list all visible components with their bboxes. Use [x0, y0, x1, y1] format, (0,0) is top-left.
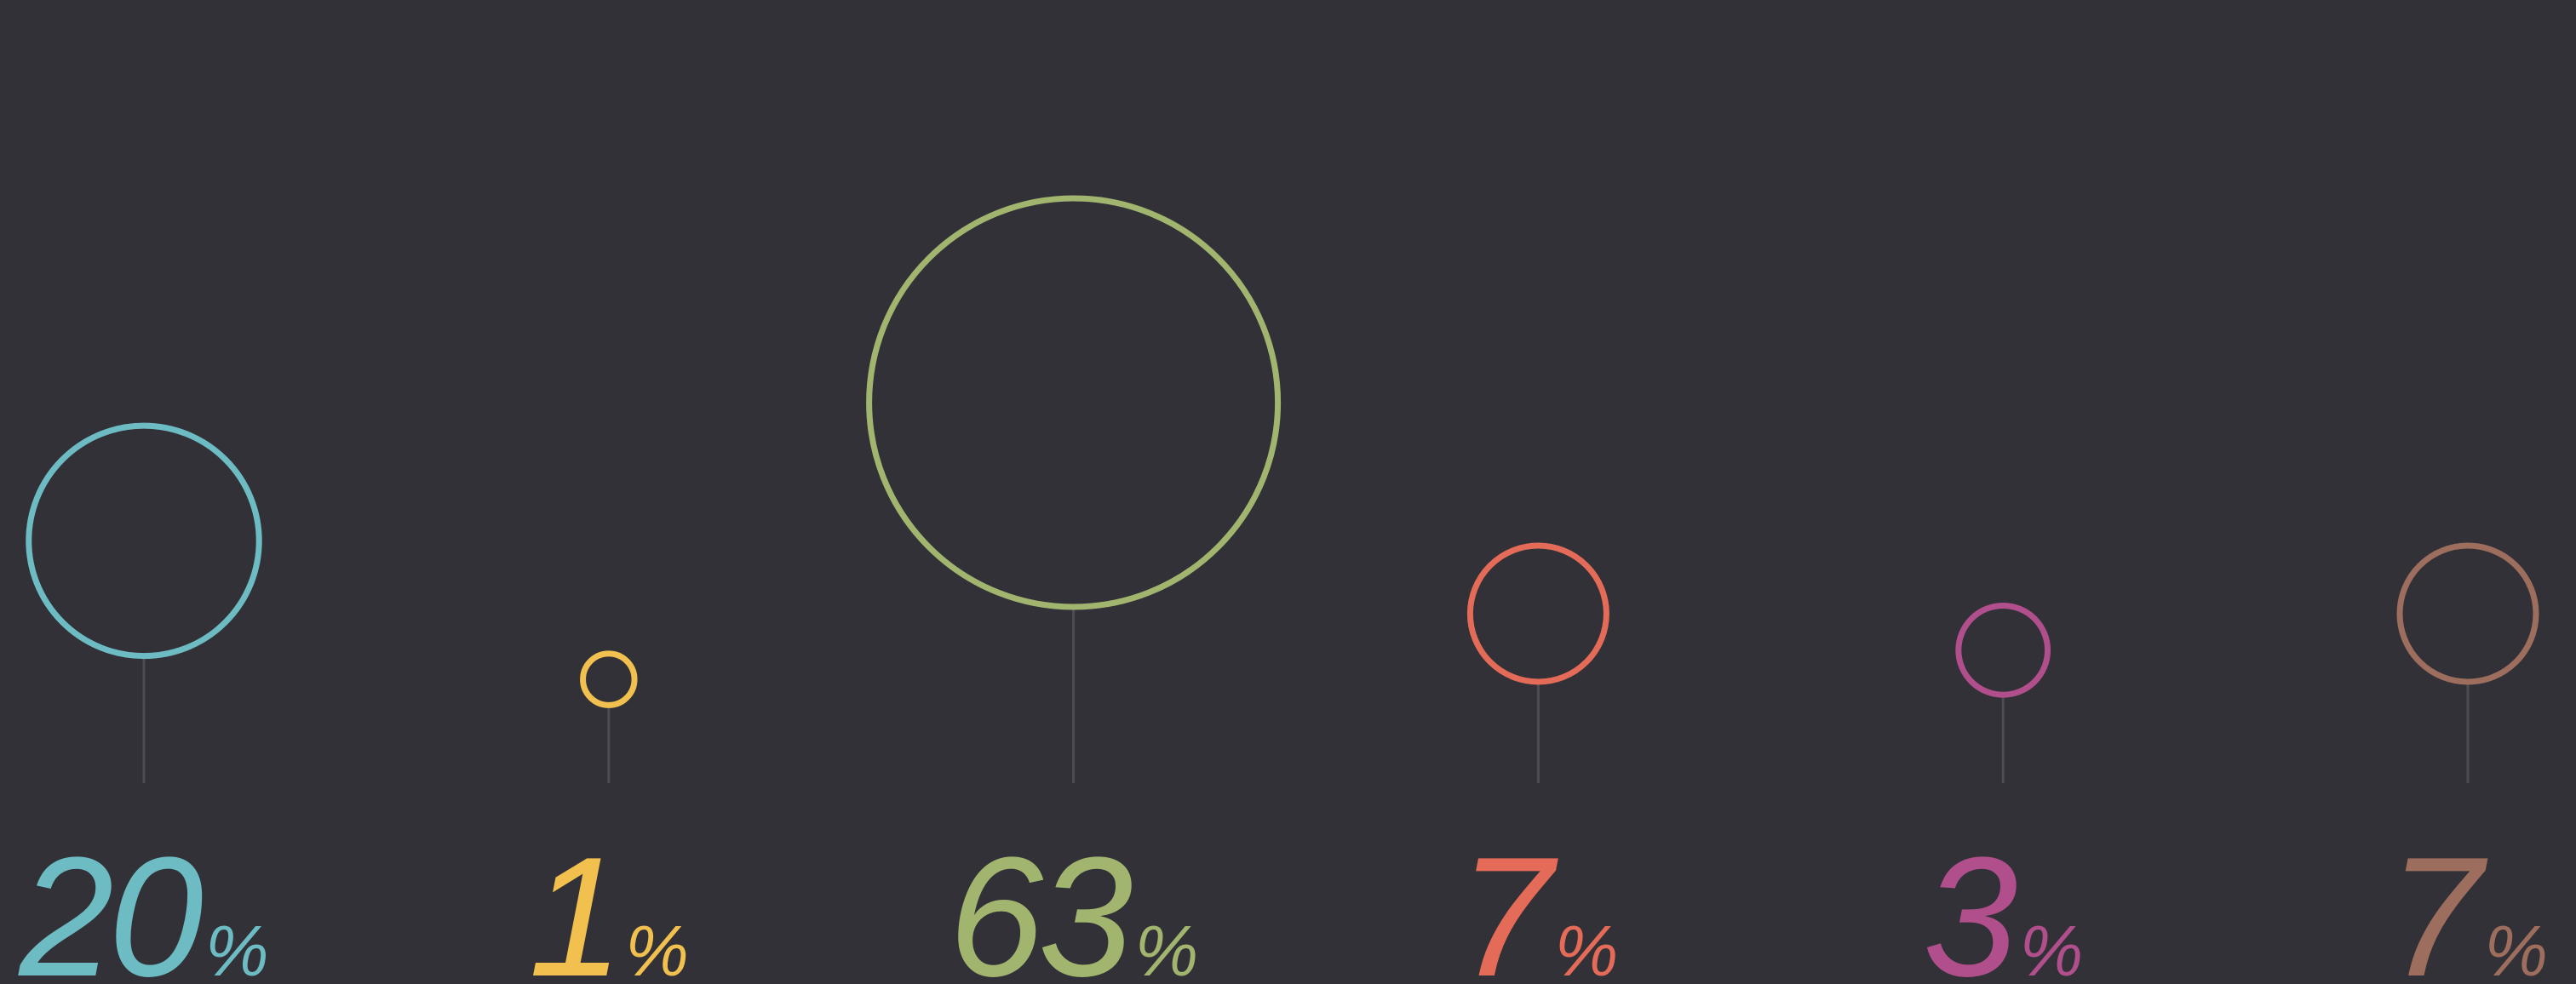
percent-sign: % — [625, 911, 689, 984]
bubble-mark — [866, 195, 1282, 610]
bubble-mark — [1955, 602, 2051, 698]
bubble-mark — [1466, 542, 1609, 685]
value-number: 7 — [2388, 822, 2488, 984]
value-number: 3 — [1923, 822, 2017, 984]
value-label: 20% — [17, 822, 268, 984]
value-label: 63% — [949, 822, 1198, 984]
percent-sign: % — [1134, 911, 1198, 984]
value-label: 3% — [1923, 822, 2083, 984]
bubble-mark — [580, 650, 638, 708]
value-number: 7 — [1458, 822, 1558, 984]
value-labels-group: 20% 1% 63% 7% 3% 7% — [17, 822, 2548, 984]
percent-sign: % — [2019, 911, 2083, 984]
value-label: 1% — [529, 822, 689, 984]
value-number: 20 — [17, 822, 202, 984]
bubble-mark — [2396, 542, 2539, 685]
value-label: 7% — [2388, 822, 2548, 984]
percent-sign: % — [205, 911, 269, 984]
percent-sign: % — [1555, 911, 1619, 984]
percent-sign: % — [2484, 911, 2548, 984]
bubbles-group — [26, 195, 2539, 708]
value-number: 1 — [529, 822, 618, 984]
bubble-mark — [26, 422, 262, 660]
stems-group — [142, 607, 2470, 783]
value-number: 63 — [949, 822, 1132, 984]
value-label: 7% — [1458, 822, 1618, 984]
